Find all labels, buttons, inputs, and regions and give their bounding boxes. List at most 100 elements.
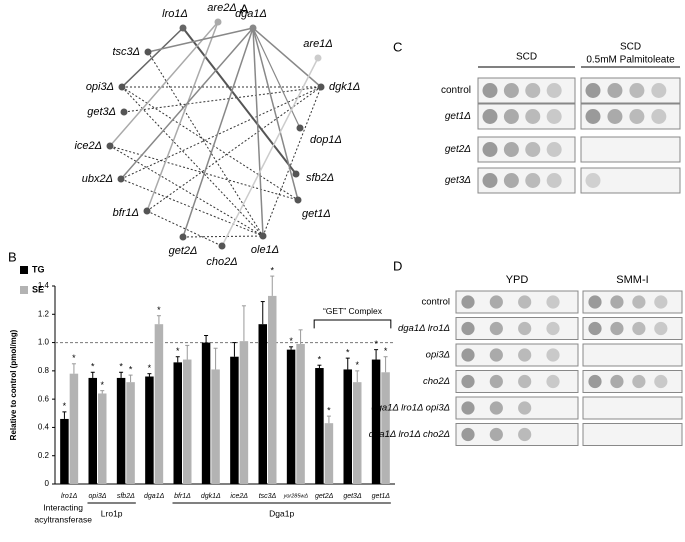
- colony-spot: [585, 83, 601, 98]
- colony-spot: [482, 109, 498, 124]
- plate: [455, 423, 579, 446]
- bar: [154, 324, 164, 484]
- colony-spot: [588, 374, 602, 389]
- colony-spot: [518, 348, 532, 362]
- network-node: [117, 175, 125, 183]
- network-edge: [121, 86, 299, 201]
- bar: [258, 324, 267, 484]
- row-label: opi3Δ: [426, 350, 450, 361]
- colony-spot: [629, 83, 645, 98]
- bar: [69, 373, 79, 484]
- network-node: [143, 207, 151, 215]
- column-header: 0.5mM Palmitoleate: [586, 55, 675, 66]
- node-label: sfb2Δ: [306, 172, 334, 184]
- network-edge: [121, 86, 264, 237]
- network-edge: [182, 27, 254, 238]
- colony-spot: [518, 401, 532, 415]
- panel-label: D: [393, 258, 402, 273]
- x-tick-label: get3Δ: [343, 493, 362, 500]
- group-label: Interacting: [43, 502, 83, 512]
- x-tick-label: ice2Δ: [230, 493, 248, 500]
- bar: [371, 359, 381, 484]
- node-label: are1Δ: [303, 38, 332, 50]
- y-tick-label: 1.0: [38, 338, 50, 347]
- significance-marker: *: [129, 364, 133, 374]
- bar: [98, 393, 107, 484]
- colony-spot: [461, 401, 475, 415]
- colony-spot: [461, 295, 475, 309]
- node-label: dgk1Δ: [329, 81, 360, 93]
- colony-spot: [489, 427, 503, 442]
- x-tick-label: yor285wΔ: [283, 493, 309, 499]
- colony-spot: [482, 83, 498, 98]
- colony-spot: [629, 109, 645, 124]
- x-tick-label: sfb2Δ: [117, 493, 135, 500]
- network-node: [120, 108, 128, 116]
- row-label: get1Δ: [445, 111, 471, 122]
- bar: [126, 382, 135, 484]
- colony-spot: [607, 83, 623, 98]
- colony-spot: [546, 321, 560, 336]
- network-edge: [252, 27, 299, 201]
- node-label: get3Δ: [87, 106, 116, 118]
- row-label: get2Δ: [445, 144, 471, 155]
- network-node: [317, 83, 325, 91]
- network-node: [259, 232, 267, 240]
- colony-spot: [489, 321, 503, 336]
- colony-spot: [482, 173, 498, 188]
- network-edge: [123, 86, 322, 113]
- node-label: dop1Δ: [310, 134, 342, 146]
- group-label: acyltransferase: [34, 514, 92, 524]
- node-label: ubx2Δ: [82, 173, 113, 185]
- colony-spot: [461, 374, 475, 389]
- legend-label: SE: [32, 284, 44, 294]
- network-edge: [182, 27, 297, 175]
- legend-swatch: [20, 286, 28, 294]
- bar: [201, 342, 211, 484]
- network-node: [292, 170, 300, 178]
- node-label: dga1Δ: [235, 8, 267, 20]
- network-edge: [182, 235, 264, 238]
- significance-marker: *: [327, 405, 331, 415]
- plate: [582, 343, 683, 367]
- network-node: [218, 242, 226, 250]
- network-node: [144, 48, 152, 56]
- network-edge: [120, 27, 254, 180]
- row-label: control: [421, 297, 450, 308]
- node-label: ole1Δ: [251, 244, 279, 256]
- network-node: [179, 233, 187, 241]
- y-tick-label: 0.4: [38, 423, 50, 432]
- network-edge: [147, 27, 254, 53]
- y-tick-label: 0.2: [38, 451, 50, 460]
- row-label: control: [441, 85, 471, 96]
- colony-spot: [546, 348, 560, 362]
- network-edge: [252, 27, 322, 88]
- column-header: SCD: [516, 52, 537, 63]
- significance-marker: *: [270, 265, 274, 275]
- bar: [183, 359, 192, 484]
- plate: [580, 136, 681, 163]
- plate: [582, 396, 683, 420]
- significance-marker: *: [374, 339, 378, 349]
- bar: [315, 368, 324, 484]
- bar: [239, 341, 249, 484]
- colony-spot: [503, 142, 519, 157]
- network-edge: [120, 178, 264, 237]
- bar: [381, 372, 390, 484]
- row-label: dga1Δ lro1Δ cho2Δ: [369, 429, 450, 440]
- node-label: get2Δ: [169, 245, 198, 257]
- network-node: [214, 18, 222, 26]
- legend-swatch: [20, 266, 28, 274]
- bar: [343, 369, 352, 484]
- colony-spot: [651, 83, 667, 98]
- colony-spot: [518, 295, 532, 309]
- y-axis-label: Relative to control (pmol/mg): [9, 329, 18, 440]
- row-label: get3Δ: [445, 175, 471, 186]
- node-label: tsc3Δ: [112, 46, 140, 58]
- row-label: cho2Δ: [423, 376, 450, 387]
- plate: [455, 317, 579, 340]
- group-label: Lro1p: [101, 508, 123, 518]
- significance-marker: *: [289, 336, 293, 346]
- panel-label: B: [8, 249, 17, 264]
- colony-spot: [632, 321, 646, 336]
